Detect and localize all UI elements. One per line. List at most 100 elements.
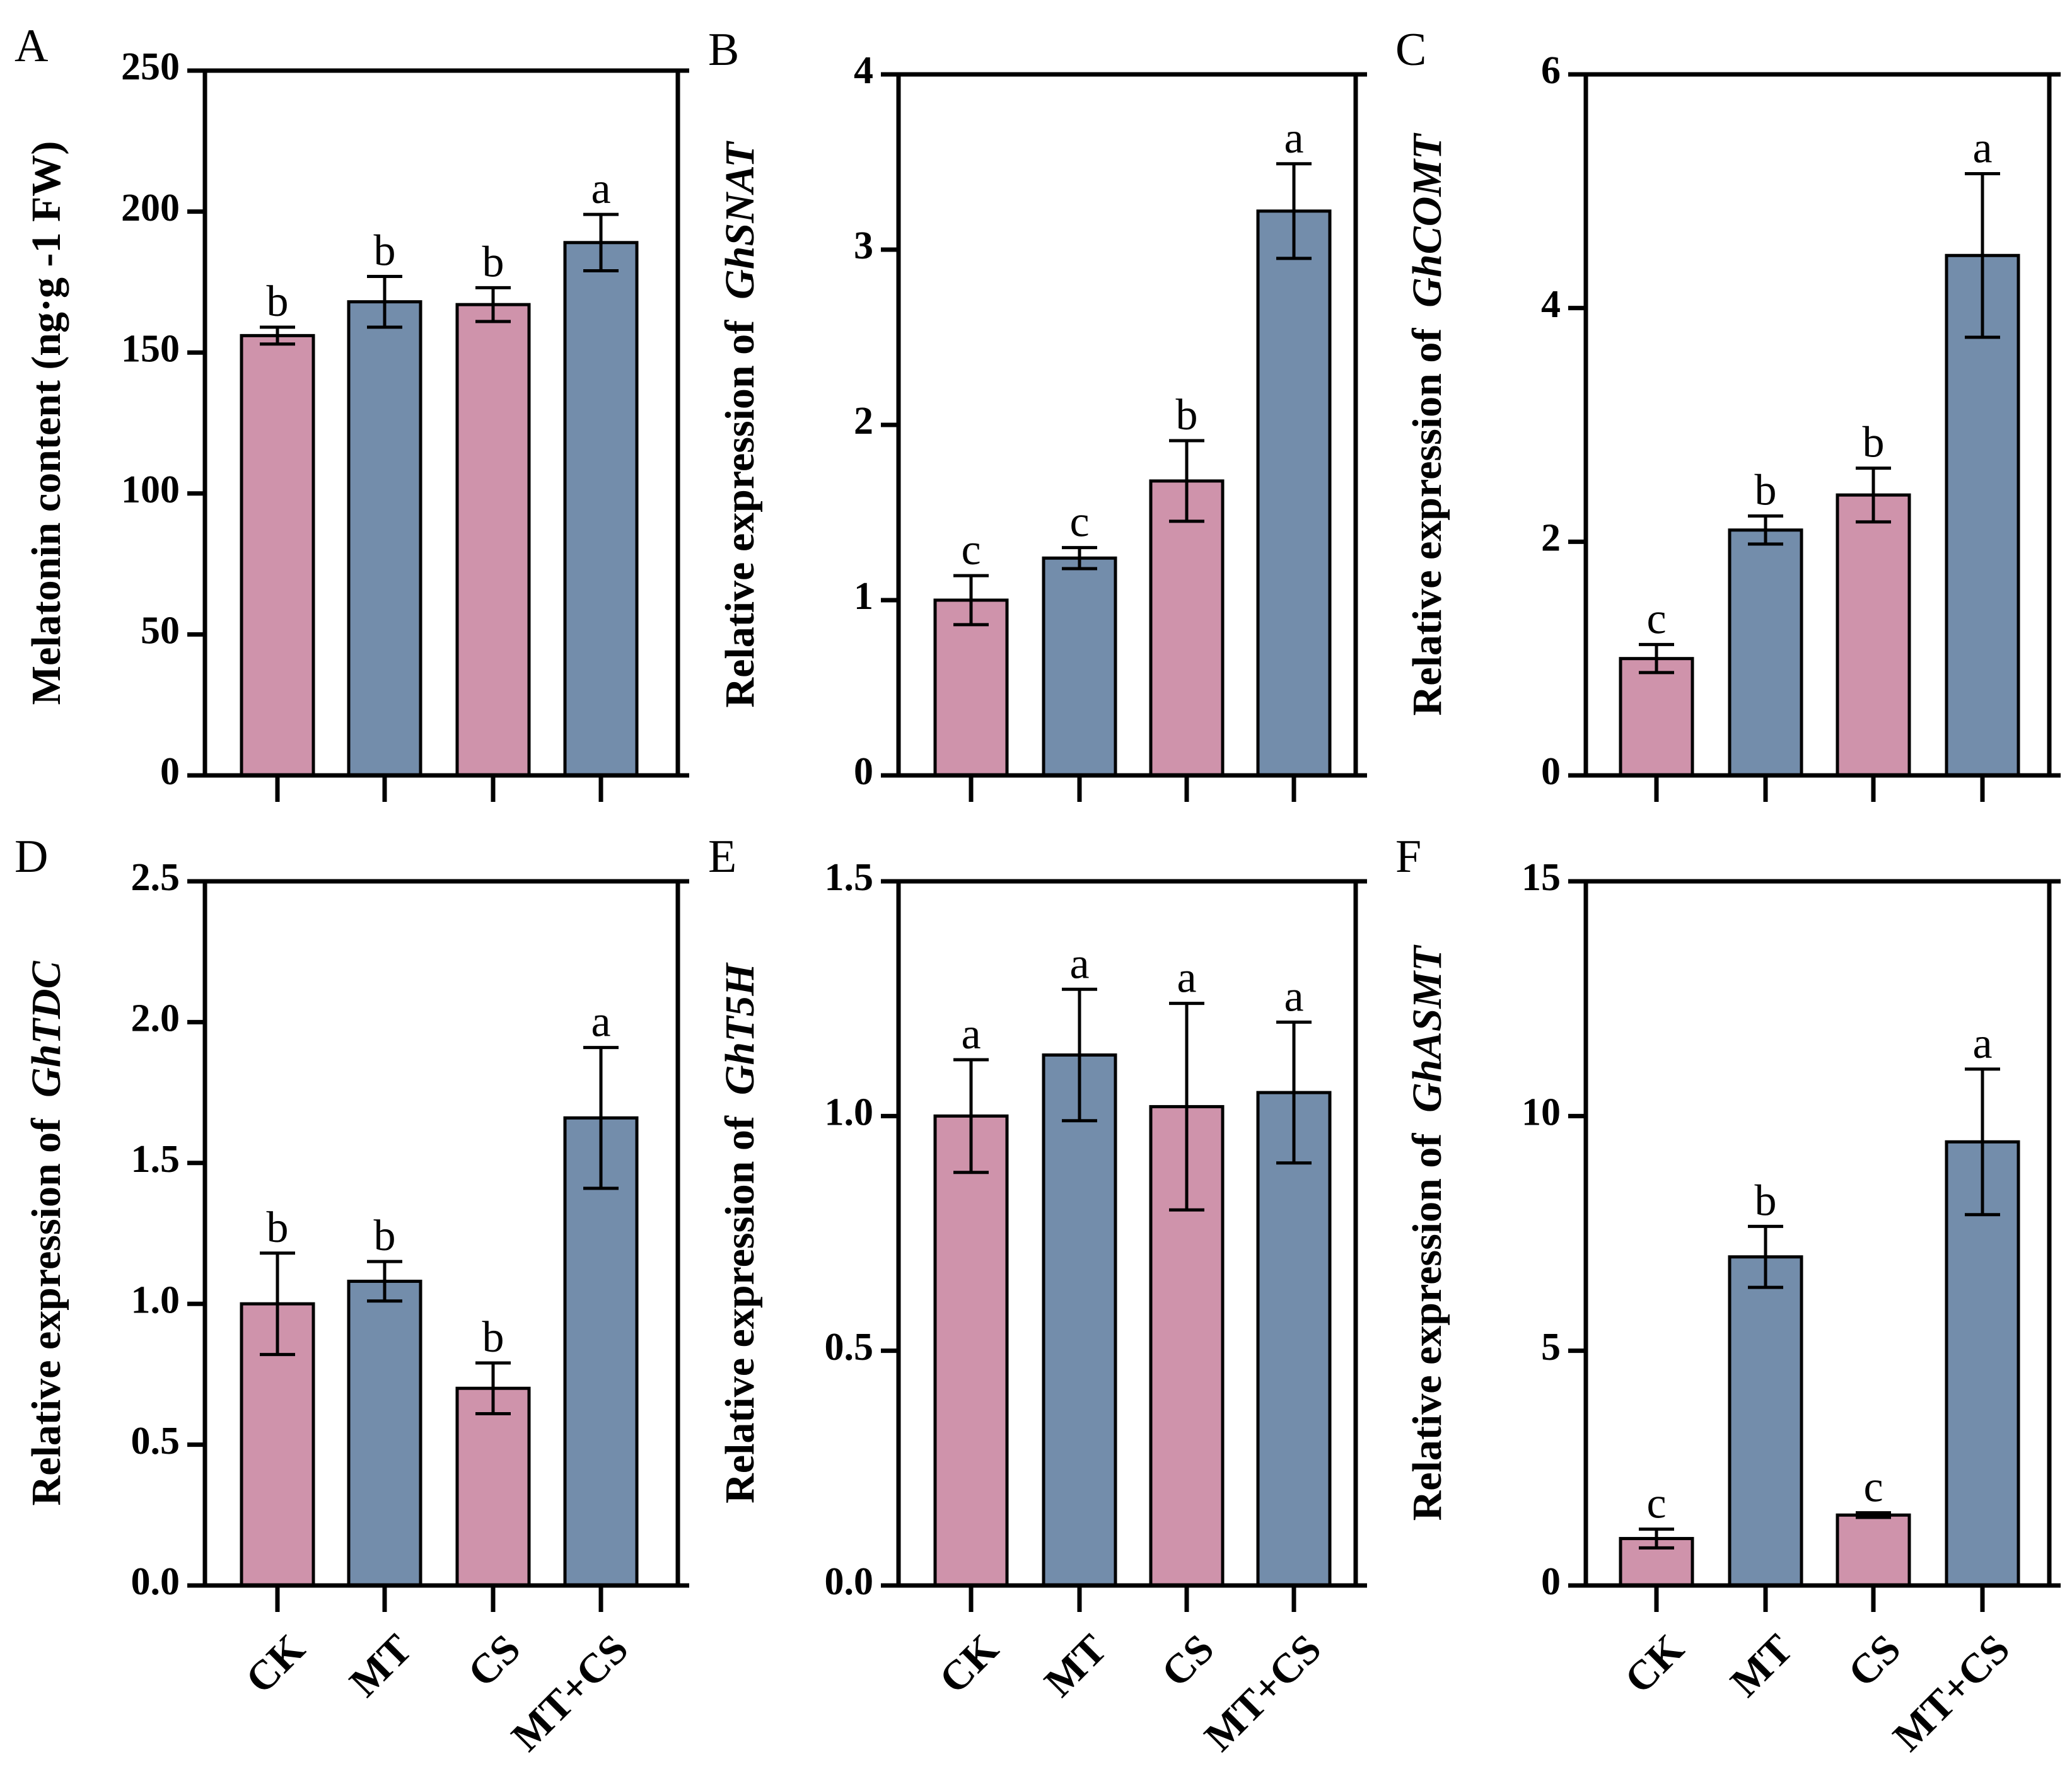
y-tick-label: 0 [1541,1560,1561,1603]
x-category-label: CS [1839,1626,1909,1696]
significance-letter: a [1284,114,1303,163]
significance-letter: a [1284,972,1303,1021]
y-tick-label: 3 [854,224,873,267]
panel-letter: C [1395,24,1426,76]
x-category-label: CK [1616,1626,1693,1703]
x-category-label: MT+CS [1884,1626,2018,1760]
significance-letter: b [374,226,396,275]
x-category-label: CK [931,1626,1008,1703]
y-tick-label: 6 [1541,49,1561,92]
bar [1256,1091,1332,1587]
significance-letter: b [1755,1176,1777,1225]
y-axis-label-gene: GhCOMT [1404,132,1450,308]
x-category-label: CS [1153,1626,1223,1696]
y-tick-label: 0 [1541,750,1561,793]
y-axis-label-space [23,1098,69,1118]
significance-letter: a [591,998,610,1046]
y-tick-label: 5 [1541,1326,1561,1369]
y-axis-label-space [717,299,763,320]
panel-letter: D [15,831,48,883]
x-category-label: MT+CS [1196,1626,1330,1760]
significance-letter: a [1069,939,1089,988]
y-tick-label: 1.5 [131,1138,180,1181]
bar [1945,253,2020,777]
y-tick-label: 250 [121,45,180,88]
y-axis-label-prefix: Relative expression of [1404,328,1450,716]
bar [933,598,1009,777]
y-tick-label: 2 [1541,517,1561,560]
bar [933,1114,1009,1587]
chart-panel-b: Bc c b a 0 1 2 3 4 Relative expression of GhSNAT [708,24,1367,802]
y-tick-label: 200 [121,187,180,229]
y-axis-label: Relative expression of GhSNAT [717,141,763,708]
significance-letter: a [961,1010,981,1058]
y-tick-label: 4 [1541,283,1561,326]
panel-letter: A [15,20,48,72]
x-category-label: CK [237,1626,314,1703]
y-axis-label-prefix: Relative expression of [1404,1133,1450,1521]
significance-letter: b [1863,419,1885,467]
bar [1256,209,1332,777]
x-category-label: MT [341,1626,421,1706]
significance-letter: b [1755,467,1777,515]
y-tick-label: 2.0 [131,997,180,1040]
plot-frame [1583,72,2052,778]
chart-panel-c: Cc b b a 0 2 4 6 Relative expression of GhCOMT [1395,24,2061,802]
significance-letter: b [1176,391,1198,439]
y-axis-label-prefix: Relative expression of [23,1118,69,1506]
significance-letter: a [591,165,610,213]
bar [1042,1053,1117,1587]
y-axis-label-prefix: Relative expression of [717,320,763,708]
y-axis-label-space [1404,1113,1450,1133]
significance-letter: a [1177,954,1196,1002]
y-tick-label: 1.5 [825,856,874,899]
y-tick-label: 0.5 [825,1326,874,1369]
y-axis-label-space [1404,308,1450,328]
bar [563,241,639,777]
plot-frame [202,68,680,778]
y-tick-label: 15 [1522,856,1561,899]
bar [1728,1255,1803,1587]
y-axis-label: Relative expression of GhASMT [1404,944,1450,1521]
bar [1836,1513,1911,1587]
bar [455,303,531,777]
y-tick-label: 50 [141,610,180,652]
y-tick-label: 150 [121,327,180,370]
bar [1836,493,1911,777]
significance-letter: a [1972,1019,1992,1068]
y-axis-label-space [717,1095,763,1116]
significance-letter: c [1863,1463,1883,1512]
y-tick-label: 4 [854,49,873,92]
plot-frame [896,879,1358,1588]
x-category-label: MT+CS [503,1626,637,1760]
y-axis-label-prefix: Relative expression of [717,1115,763,1504]
y-axis-label: Relative expression of GhCOMT [1404,132,1450,716]
panel-letter: F [1395,831,1421,883]
panel-letter: B [708,24,739,76]
x-category-label: CS [459,1626,529,1696]
significance-letter: c [1069,498,1089,547]
bar [455,1386,531,1587]
significance-letter: b [482,1313,504,1362]
y-tick-label: 1.0 [825,1091,874,1134]
chart-panel-a: Ab b b a 0 50 100 150 200 250 Melatonin content (n… [15,20,689,802]
panel-letter: E [708,831,736,883]
plot-frame [1583,879,2052,1588]
bar [240,333,315,777]
significance-letter: b [482,238,504,286]
x-category-label: MT [1722,1626,1802,1706]
y-axis-label: Relative expression of GhT5H [717,961,763,1503]
x-category-label: MT [1036,1626,1116,1706]
significance-letter: c [961,526,981,574]
y-axis-label-gene: GhTDC [23,960,69,1097]
plot-frame [202,879,680,1588]
y-axis-label: Melatonin content (ng·g -1 FW) [23,141,69,705]
y-tick-label: 100 [121,468,180,511]
y-tick-label: 0.0 [825,1560,874,1603]
y-tick-label: 0.5 [131,1420,180,1463]
significance-letter: a [1972,124,1992,173]
significance-letter: c [1646,1480,1666,1528]
